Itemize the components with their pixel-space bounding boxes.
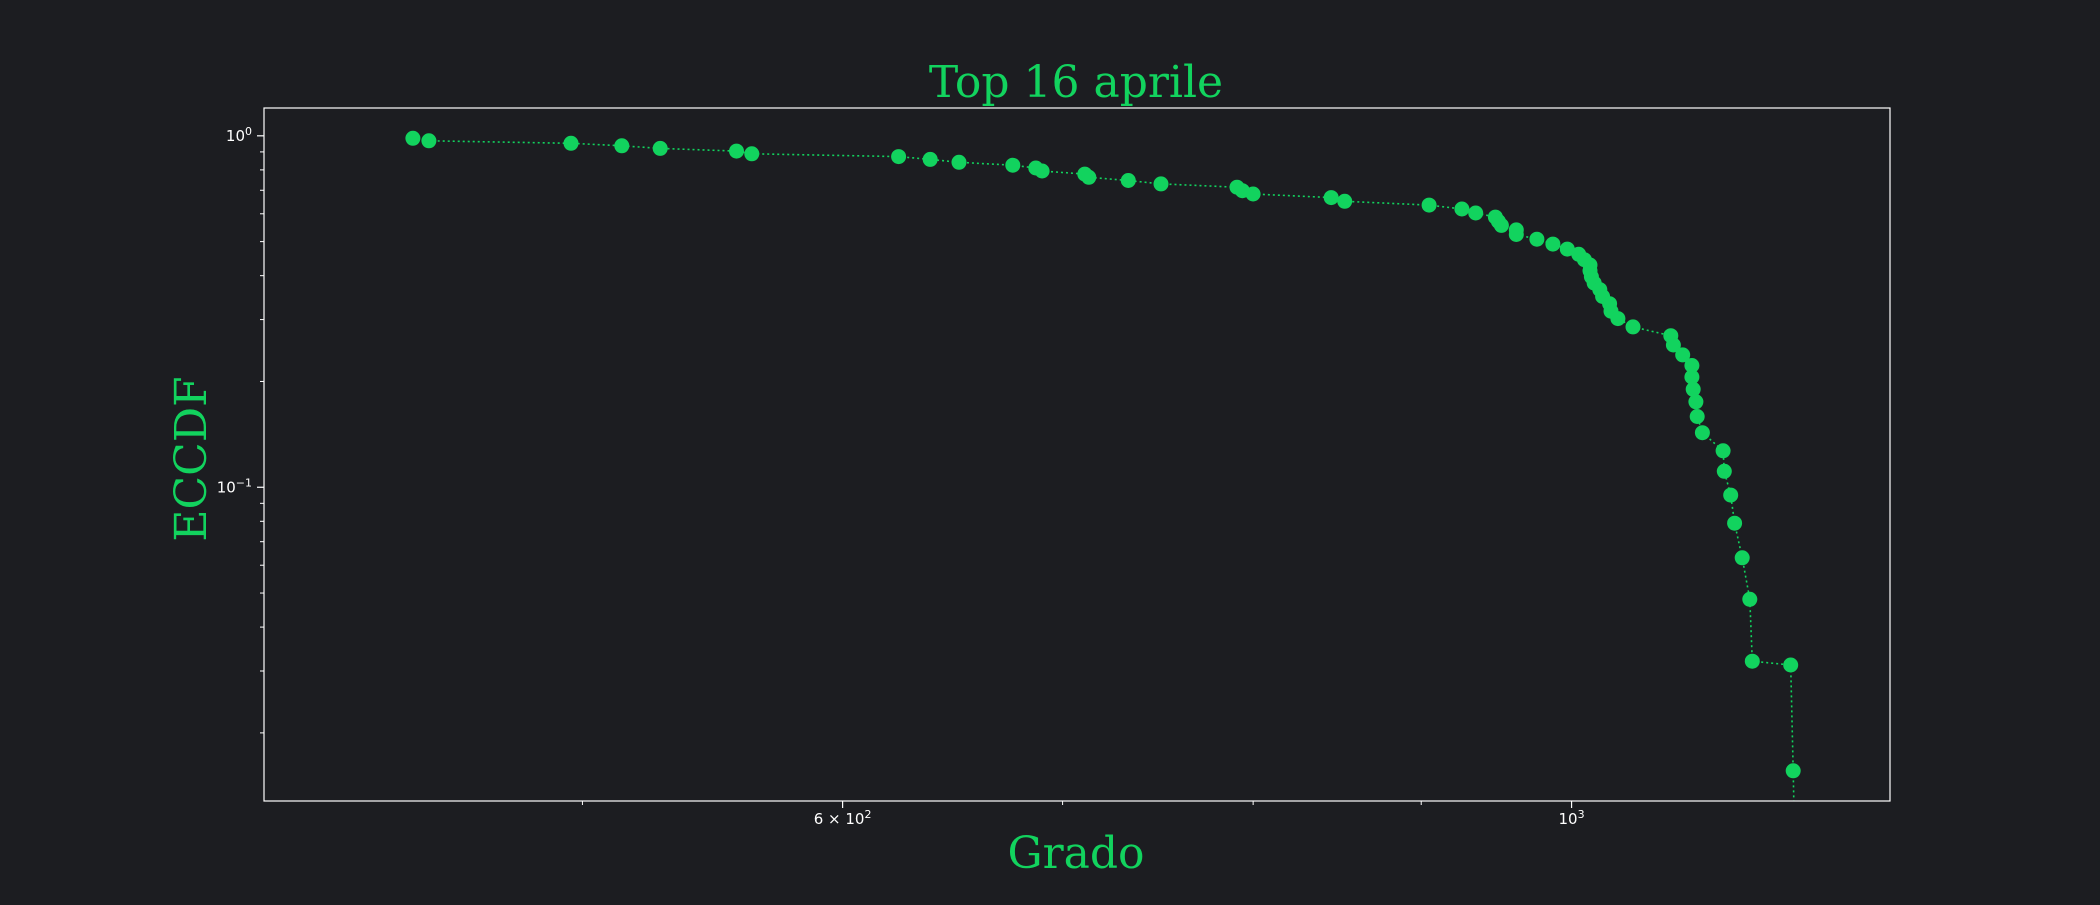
- data-point: [1734, 550, 1750, 566]
- data-point: [1323, 190, 1339, 206]
- data-point: [1688, 394, 1704, 410]
- data-point: [1337, 193, 1353, 209]
- data-point: [1742, 591, 1758, 607]
- y-axis-label: ECCDF: [166, 376, 217, 541]
- data-point: [1625, 319, 1641, 335]
- data-point: [1508, 227, 1524, 242]
- data-point: [614, 138, 630, 154]
- data-point: [1675, 347, 1691, 363]
- data-point: [891, 149, 907, 165]
- data-point: [1245, 186, 1261, 202]
- data-point: [1723, 487, 1739, 503]
- data-point: [1493, 217, 1509, 233]
- x-axis-label: Grado: [1007, 828, 1144, 879]
- data-point: [1153, 176, 1169, 192]
- data-point: [1716, 463, 1732, 479]
- data-point: [1529, 231, 1545, 247]
- data-point: [1120, 173, 1136, 188]
- data-point: [1715, 443, 1731, 459]
- data-point: [1684, 358, 1700, 373]
- data-point: [1005, 157, 1021, 173]
- data-point: [744, 146, 760, 162]
- data-point: [1454, 201, 1470, 217]
- x-tick-label: 6 × 102: [814, 808, 872, 828]
- data-point: [1783, 657, 1799, 673]
- data-point: [1559, 241, 1575, 257]
- data-point: [421, 133, 437, 149]
- data-point: [1694, 425, 1710, 441]
- data-point: [1744, 653, 1760, 669]
- data-point: [951, 154, 967, 170]
- data-point: [1684, 369, 1700, 385]
- data-point: [405, 130, 421, 146]
- data-point: [1081, 169, 1097, 185]
- data-point: [1685, 381, 1701, 397]
- data-point: [1610, 311, 1626, 327]
- data-point: [1785, 763, 1801, 779]
- chart-title: Top 16 aprile: [929, 57, 1223, 108]
- data-point: [563, 135, 579, 151]
- data-point: [1034, 163, 1050, 179]
- data-point: [729, 143, 744, 159]
- data-point: [922, 151, 938, 167]
- plot-frame: [263, 107, 1891, 802]
- data-point: [1689, 409, 1705, 424]
- data-point: [1665, 337, 1681, 353]
- data-point: [1421, 197, 1437, 213]
- data-point: [1727, 515, 1743, 531]
- data-layer: [405, 130, 1801, 801]
- series-line: [412, 137, 1795, 801]
- data-point: [1468, 205, 1484, 221]
- data-point: [1545, 236, 1561, 252]
- data-point: [652, 140, 668, 156]
